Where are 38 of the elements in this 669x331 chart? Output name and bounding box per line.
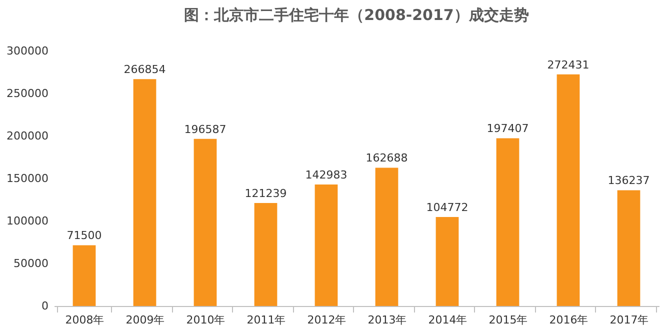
- data-label: 136237: [608, 174, 650, 188]
- x-tick-label: 2015年: [488, 314, 528, 326]
- y-tick-label: 100000: [6, 214, 48, 228]
- bar: [496, 138, 520, 306]
- chart-title: 图：北京市二手住宅十年（2008-2017）成交走势: [184, 6, 529, 24]
- data-label: 266854: [124, 63, 166, 76]
- bar: [133, 79, 156, 306]
- data-label: 272431: [547, 58, 590, 72]
- x-tick-label: 2012年: [307, 314, 346, 326]
- bar: [314, 184, 338, 306]
- bar: [556, 74, 580, 306]
- data-label: 71500: [66, 229, 102, 242]
- y-tick-label: 0: [42, 300, 48, 312]
- x-tick-label: 2017年: [610, 314, 649, 326]
- x-tick-label: 2009年: [126, 314, 165, 326]
- data-label: 121239: [244, 186, 287, 200]
- data-label: 197407: [486, 122, 529, 136]
- y-tick-label: 150000: [6, 172, 48, 185]
- bar: [254, 202, 278, 306]
- y-tick-label: 250000: [6, 87, 48, 100]
- data-label: 104772: [426, 200, 468, 214]
- bar: [375, 168, 398, 306]
- bar: [194, 138, 217, 306]
- x-tick-label: 2013年: [368, 314, 407, 326]
- bar: [436, 216, 459, 306]
- y-tick-label: 300000: [6, 44, 48, 58]
- bar: [72, 245, 96, 306]
- bar: [617, 190, 640, 306]
- data-label: 142983: [305, 168, 348, 182]
- data-label: 196587: [184, 122, 226, 136]
- data-label: 162688: [366, 152, 408, 165]
- x-tick-label: 2016年: [549, 314, 588, 326]
- x-tick-label: 2010年: [186, 314, 226, 326]
- x-tick-label: 2008年: [65, 314, 104, 326]
- x-tick-label: 2014年: [428, 314, 468, 326]
- y-tick-label: 200000: [6, 130, 48, 142]
- y-tick-label: 50000: [14, 257, 48, 270]
- x-tick-label: 2011年: [246, 314, 286, 326]
